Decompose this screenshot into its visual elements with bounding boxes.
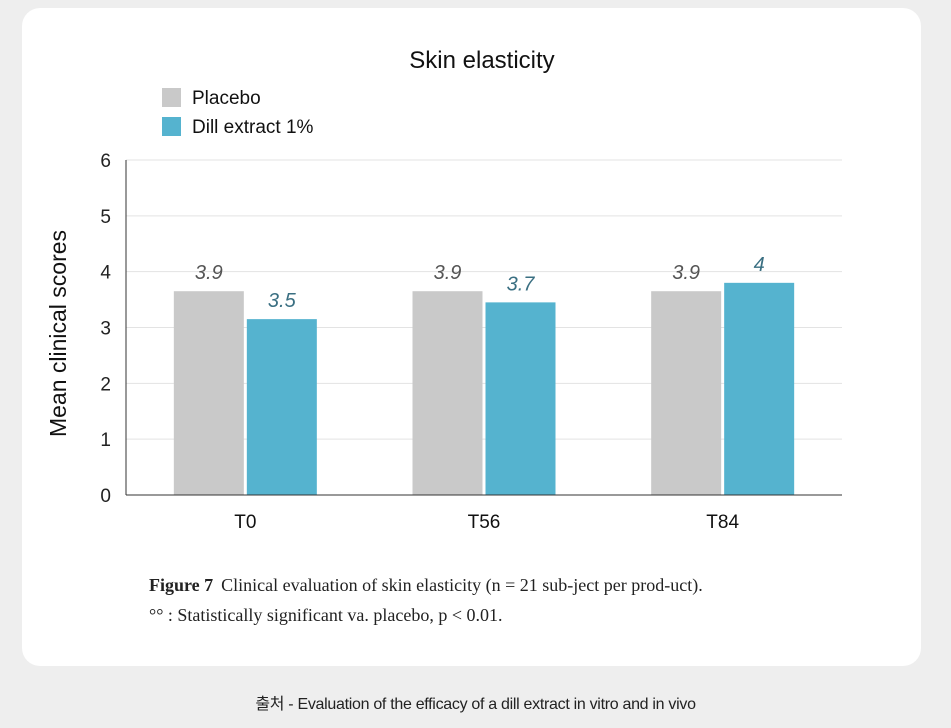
bar-0-1 (246, 319, 317, 495)
data-label-1-1: 3.7 (507, 273, 536, 295)
caption-line-2: °° : Statistically significant va. place… (149, 605, 503, 625)
y-tick-label-4: 4 (100, 263, 111, 284)
x-tick-label-1: T56 (468, 512, 501, 533)
legend-label-1: Dill extract 1% (192, 117, 314, 138)
bar-1-1 (485, 302, 556, 495)
y-axis-label: Mean clinical scores (45, 230, 71, 437)
data-label-2-1: 4 (754, 254, 765, 276)
x-tick-label-2: T84 (706, 512, 739, 533)
data-label-2-0: 3.9 (672, 262, 700, 284)
y-tick-label-2: 2 (100, 374, 111, 395)
figure-label: Figure 7 (149, 575, 214, 595)
y-tick-label-0: 0 (100, 486, 111, 507)
data-label-0-0: 3.9 (195, 262, 223, 284)
data-label-0-1: 3.5 (268, 290, 297, 312)
chart-title: Skin elasticity (409, 47, 554, 74)
caption-line-1: Figure 7 Clinical evaluation of skin elas… (149, 570, 703, 600)
bar-1-0 (412, 291, 483, 495)
y-tick-label-1: 1 (100, 430, 111, 451)
legend-label-0: Placebo (192, 88, 261, 109)
x-tick-label-0: T0 (234, 512, 256, 533)
caption-text-1: Clinical evaluation of skin elasticity (… (221, 575, 703, 595)
bar-0-0 (173, 291, 244, 495)
bar-chart: Skin elasticity Placebo Dill extract 1% 0 1 2… (45, 47, 842, 533)
y-tick-label-6: 6 (100, 151, 111, 172)
bar-2-1 (724, 282, 795, 495)
legend-swatch-1 (162, 117, 181, 136)
y-tick-label-3: 3 (100, 319, 111, 340)
data-label-1-0: 3.9 (434, 262, 462, 284)
bar-2-0 (651, 291, 722, 495)
source-note: 출처 - Evaluation of the efficacy of a dil… (255, 696, 696, 713)
figure-caption: Figure 7 Clinical evaluation of skin elas… (149, 570, 703, 630)
chart-card: Skin elasticity Placebo Dill extract 1% 0 1 2… (22, 8, 921, 666)
legend-swatch-0 (162, 88, 181, 107)
y-tick-label-5: 5 (100, 207, 111, 228)
